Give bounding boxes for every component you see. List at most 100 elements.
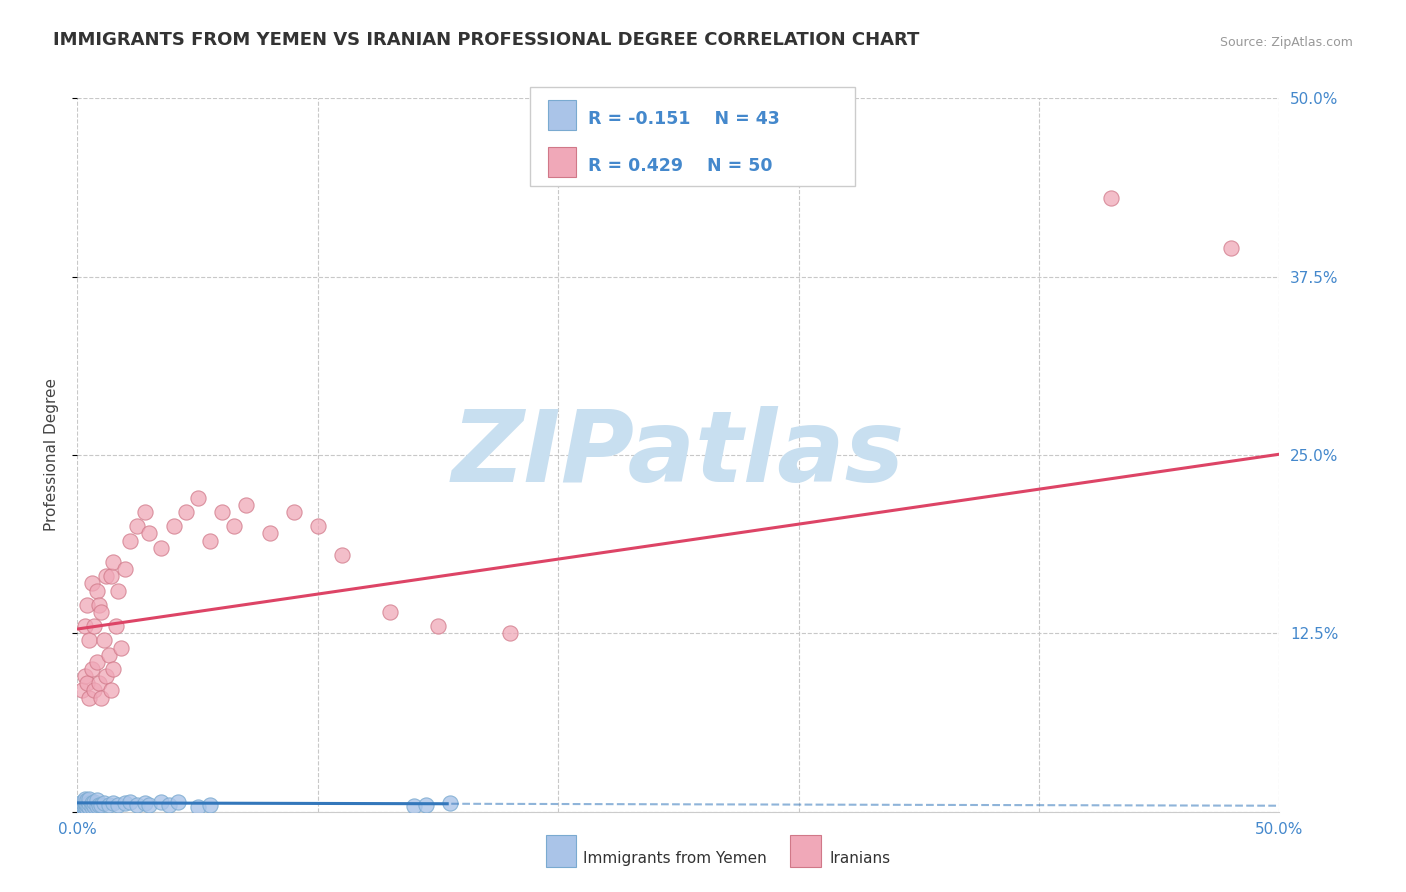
- Point: [187, 491, 209, 505]
- Point: [150, 795, 173, 809]
- Point: [167, 795, 190, 809]
- Point: [103, 662, 125, 676]
- Point: [378, 605, 401, 619]
- Point: [107, 583, 129, 598]
- Point: [73, 669, 96, 683]
- Point: [80, 800, 103, 814]
- Point: [110, 640, 132, 655]
- Point: [100, 569, 122, 583]
- Point: [138, 797, 160, 812]
- Point: [70, 797, 93, 812]
- Point: [307, 519, 329, 533]
- Point: [73, 802, 96, 816]
- Point: [79, 792, 101, 806]
- Point: [499, 626, 522, 640]
- Point: [187, 800, 209, 814]
- Point: [86, 799, 108, 814]
- Text: Immigrants from Yemen: Immigrants from Yemen: [583, 851, 768, 865]
- Point: [73, 792, 96, 806]
- Point: [70, 683, 93, 698]
- Point: [90, 690, 112, 705]
- Point: [402, 799, 425, 814]
- Text: IMMIGRANTS FROM YEMEN VS IRANIAN PROFESSIONAL DEGREE CORRELATION CHART: IMMIGRANTS FROM YEMEN VS IRANIAN PROFESS…: [53, 31, 920, 49]
- Point: [174, 505, 197, 519]
- Text: ZIPatlas: ZIPatlas: [451, 407, 905, 503]
- Point: [80, 796, 103, 810]
- Point: [222, 519, 245, 533]
- Point: [439, 796, 461, 810]
- Point: [97, 797, 120, 812]
- Point: [69, 799, 91, 814]
- Point: [1099, 191, 1122, 205]
- Point: [83, 799, 105, 814]
- Point: [96, 569, 118, 583]
- Point: [93, 633, 115, 648]
- Point: [76, 598, 98, 612]
- Point: [87, 598, 110, 612]
- Point: [70, 803, 93, 817]
- Point: [100, 683, 122, 698]
- Point: [120, 533, 142, 548]
- Point: [73, 796, 96, 810]
- Point: [330, 548, 353, 562]
- Point: [211, 505, 233, 519]
- Point: [259, 526, 281, 541]
- Y-axis label: Professional Degree: Professional Degree: [44, 378, 59, 532]
- Point: [79, 690, 101, 705]
- Point: [134, 505, 156, 519]
- Point: [76, 676, 98, 690]
- Point: [83, 683, 105, 698]
- Point: [79, 633, 101, 648]
- Point: [114, 562, 136, 576]
- Point: [198, 533, 221, 548]
- Point: [70, 800, 93, 814]
- Point: [79, 796, 101, 810]
- Point: [198, 797, 221, 812]
- Point: [127, 797, 149, 812]
- Point: [76, 797, 98, 812]
- Point: [90, 797, 112, 812]
- Point: [70, 795, 93, 809]
- Point: [86, 655, 108, 669]
- Point: [283, 505, 305, 519]
- Point: [69, 797, 91, 812]
- Point: [79, 800, 101, 814]
- Point: [104, 619, 127, 633]
- Text: Iranians: Iranians: [830, 851, 890, 865]
- Point: [150, 541, 173, 555]
- Text: R = -0.151    N = 43: R = -0.151 N = 43: [588, 111, 779, 128]
- Point: [97, 648, 120, 662]
- Point: [138, 526, 160, 541]
- Point: [134, 796, 156, 810]
- Point: [96, 669, 118, 683]
- Point: [127, 519, 149, 533]
- Point: [87, 797, 110, 812]
- Point: [80, 576, 103, 591]
- Point: [83, 795, 105, 809]
- Point: [103, 555, 125, 569]
- Point: [83, 619, 105, 633]
- Point: [73, 795, 96, 809]
- Point: [103, 796, 125, 810]
- Point: [73, 619, 96, 633]
- Point: [73, 799, 96, 814]
- Point: [87, 676, 110, 690]
- Point: [415, 797, 437, 812]
- Point: [114, 796, 136, 810]
- Point: [235, 498, 257, 512]
- Point: [162, 519, 184, 533]
- Point: [93, 796, 115, 810]
- Point: [76, 793, 98, 807]
- Point: [80, 662, 103, 676]
- Point: [76, 802, 98, 816]
- Point: [157, 797, 180, 812]
- Point: [86, 583, 108, 598]
- Point: [427, 619, 450, 633]
- Point: [86, 793, 108, 807]
- Point: [69, 802, 91, 816]
- Text: Source: ZipAtlas.com: Source: ZipAtlas.com: [1219, 36, 1353, 49]
- Text: R = 0.429    N = 50: R = 0.429 N = 50: [588, 157, 772, 175]
- Point: [107, 797, 129, 812]
- Point: [1220, 241, 1243, 255]
- Point: [120, 795, 142, 809]
